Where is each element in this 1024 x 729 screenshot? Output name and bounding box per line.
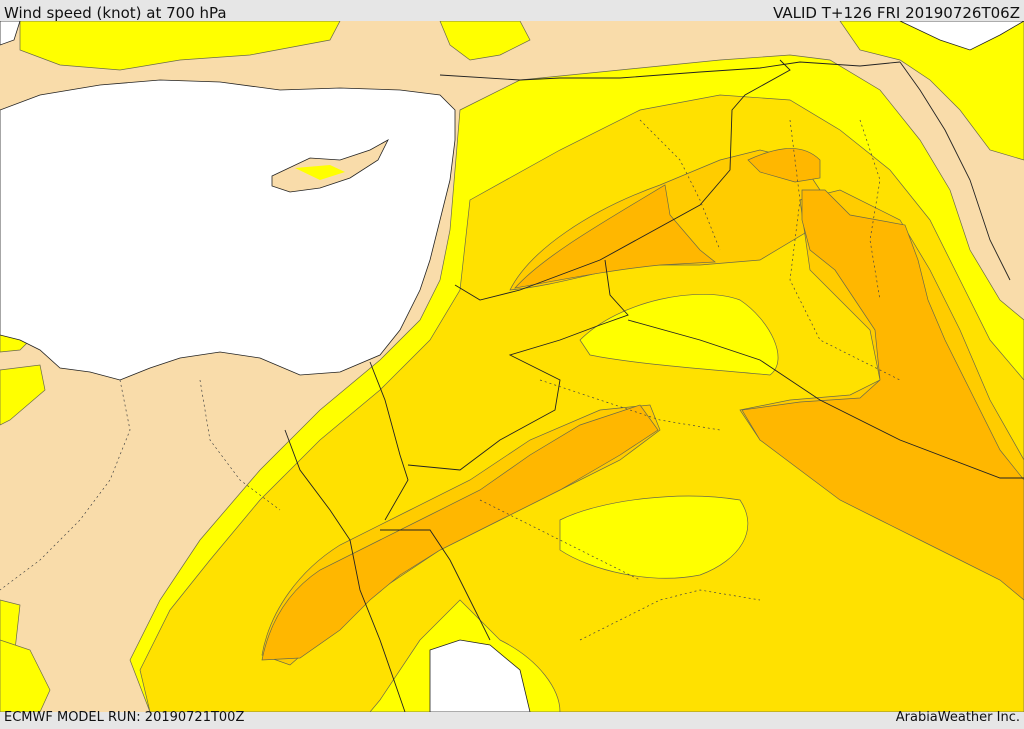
mediterranean-sea xyxy=(0,21,1024,712)
model-run-label: ECMWF MODEL RUN: 20190721T00Z xyxy=(4,710,245,725)
strong-wind-zones xyxy=(261,148,1024,661)
wind-speed-map xyxy=(0,21,1024,712)
cyprus-fringe xyxy=(295,165,345,180)
light-pocket xyxy=(559,294,779,579)
credit-label: ArabiaWeather Inc. xyxy=(895,710,1020,725)
province-boundaries xyxy=(0,119,901,641)
valid-time: VALID T+126 FRI 20190726T06Z xyxy=(773,4,1020,22)
country-borders xyxy=(284,59,1024,712)
map-title: Wind speed (knot) at 700 hPa xyxy=(4,4,227,22)
